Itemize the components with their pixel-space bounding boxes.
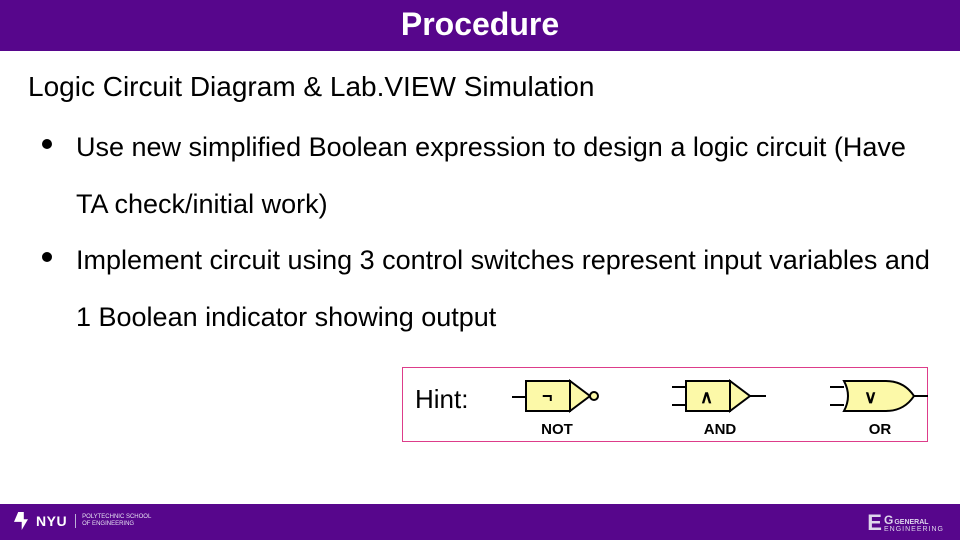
eg-text: GGENERAL ENGINEERING bbox=[884, 514, 944, 533]
bullet-item: Use new simplified Boolean expression to… bbox=[28, 119, 932, 232]
bullet-list: Use new simplified Boolean expression to… bbox=[28, 119, 932, 346]
not-gate-icon: ¬ bbox=[512, 375, 602, 419]
or-gate-icon: ∨ bbox=[830, 375, 930, 419]
bullet-item: Implement circuit using 3 control switch… bbox=[28, 232, 932, 345]
gate-label: AND bbox=[672, 421, 768, 438]
gate-label: OR bbox=[830, 421, 930, 438]
gate-label: NOT bbox=[512, 421, 602, 438]
nyu-torch-icon bbox=[14, 512, 28, 530]
title-bar: Procedure bbox=[0, 0, 960, 51]
nyu-school-text: POLYTECHNIC SCHOOL OF ENGINEERING bbox=[75, 514, 151, 527]
nyu-text: NYU bbox=[36, 513, 67, 529]
and-gate: ∧ AND bbox=[672, 375, 768, 424]
svg-text:¬: ¬ bbox=[542, 386, 553, 406]
eg-logo: E GGENERAL ENGINEERING bbox=[867, 510, 944, 536]
and-gate-icon: ∧ bbox=[672, 375, 768, 419]
hint-label: Hint: bbox=[415, 384, 468, 415]
content-area: Logic Circuit Diagram & Lab.VIEW Simulat… bbox=[0, 51, 960, 346]
svg-text:∨: ∨ bbox=[864, 387, 877, 407]
or-gate: ∨ OR bbox=[830, 375, 930, 424]
svg-text:∧: ∧ bbox=[700, 387, 713, 407]
subtitle: Logic Circuit Diagram & Lab.VIEW Simulat… bbox=[28, 65, 932, 113]
not-gate: ¬ NOT bbox=[512, 375, 602, 424]
slide-title: Procedure bbox=[401, 6, 559, 42]
nyu-logo: NYU POLYTECHNIC SCHOOL OF ENGINEERING bbox=[14, 512, 151, 530]
eg-E-icon: E bbox=[867, 510, 882, 536]
slide: Procedure Logic Circuit Diagram & Lab.VI… bbox=[0, 0, 960, 540]
footer-bar: NYU POLYTECHNIC SCHOOL OF ENGINEERING E … bbox=[0, 504, 960, 540]
